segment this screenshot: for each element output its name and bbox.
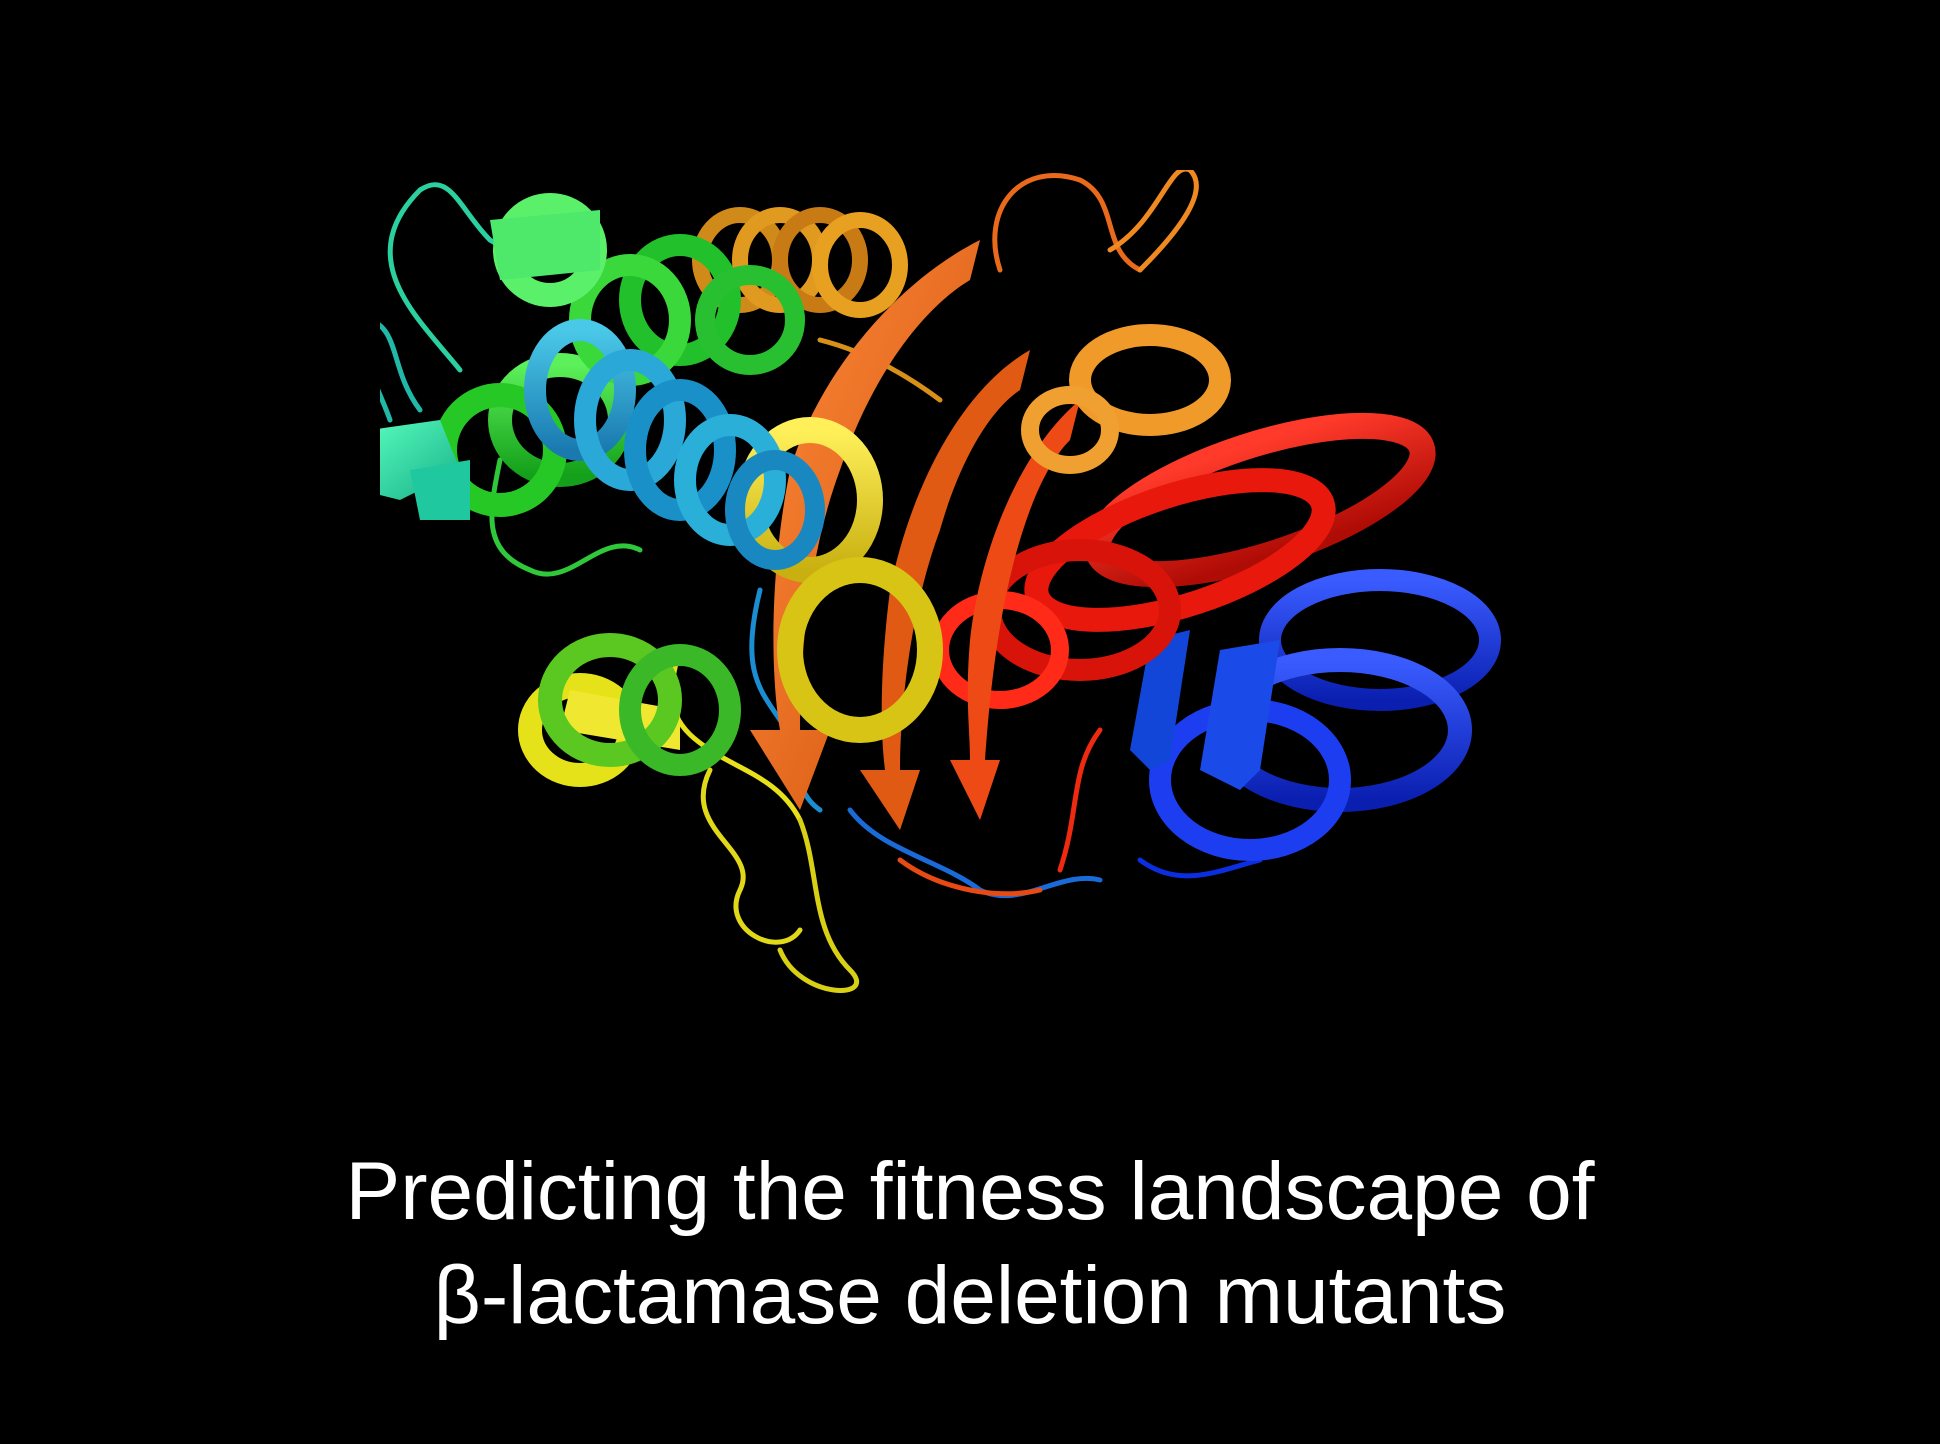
caption-line-1: Predicting the fitness landscape of <box>345 1146 1595 1237</box>
protein-structure-image <box>380 170 1501 993</box>
slide-caption: Predicting the fitness landscape of β-la… <box>0 1140 1940 1348</box>
caption-line-2: β-lactamase deletion mutants <box>433 1250 1507 1341</box>
red-helix <box>931 412 1436 709</box>
teal-helix <box>380 420 470 520</box>
blue-helices <box>1130 569 1501 861</box>
cyan-helix <box>524 319 825 570</box>
loop-coils <box>380 170 1263 993</box>
